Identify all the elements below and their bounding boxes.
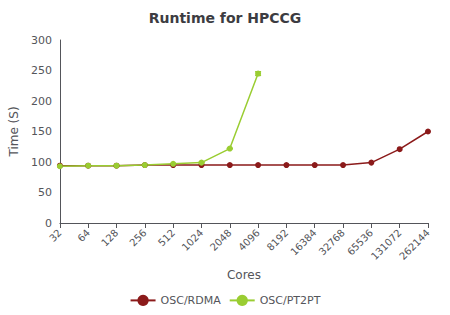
svg-text:100: 100: [31, 156, 52, 169]
svg-text:8192: 8192: [265, 227, 291, 253]
svg-text:256: 256: [127, 227, 148, 248]
svg-text:300: 300: [31, 34, 52, 47]
svg-text:Time (S): Time (S): [7, 106, 21, 157]
svg-text:131072: 131072: [368, 227, 404, 262]
svg-text:50: 50: [38, 186, 52, 199]
svg-text:200: 200: [31, 95, 52, 108]
svg-text:Cores: Cores: [227, 268, 261, 282]
svg-text:0: 0: [45, 217, 52, 230]
svg-text:65536: 65536: [345, 227, 376, 258]
svg-text:32768: 32768: [317, 227, 347, 257]
svg-text:128: 128: [99, 227, 120, 248]
svg-text:16384: 16384: [288, 227, 318, 257]
svg-text:32: 32: [47, 227, 64, 244]
svg-text:2048: 2048: [208, 227, 234, 253]
svg-text:4096: 4096: [236, 227, 262, 253]
svg-text:150: 150: [31, 125, 52, 138]
svg-text:262144: 262144: [397, 227, 432, 262]
svg-text:250: 250: [31, 64, 52, 77]
svg-text:Runtime for HPCCG: Runtime for HPCCG: [149, 10, 302, 26]
svg-text:512: 512: [156, 227, 177, 248]
svg-text:1024: 1024: [180, 227, 206, 253]
svg-text:64: 64: [75, 227, 92, 244]
svg-text:OSC/RDMA: OSC/RDMA: [161, 294, 222, 307]
svg-text:OSC/PT2PT: OSC/PT2PT: [260, 294, 321, 307]
